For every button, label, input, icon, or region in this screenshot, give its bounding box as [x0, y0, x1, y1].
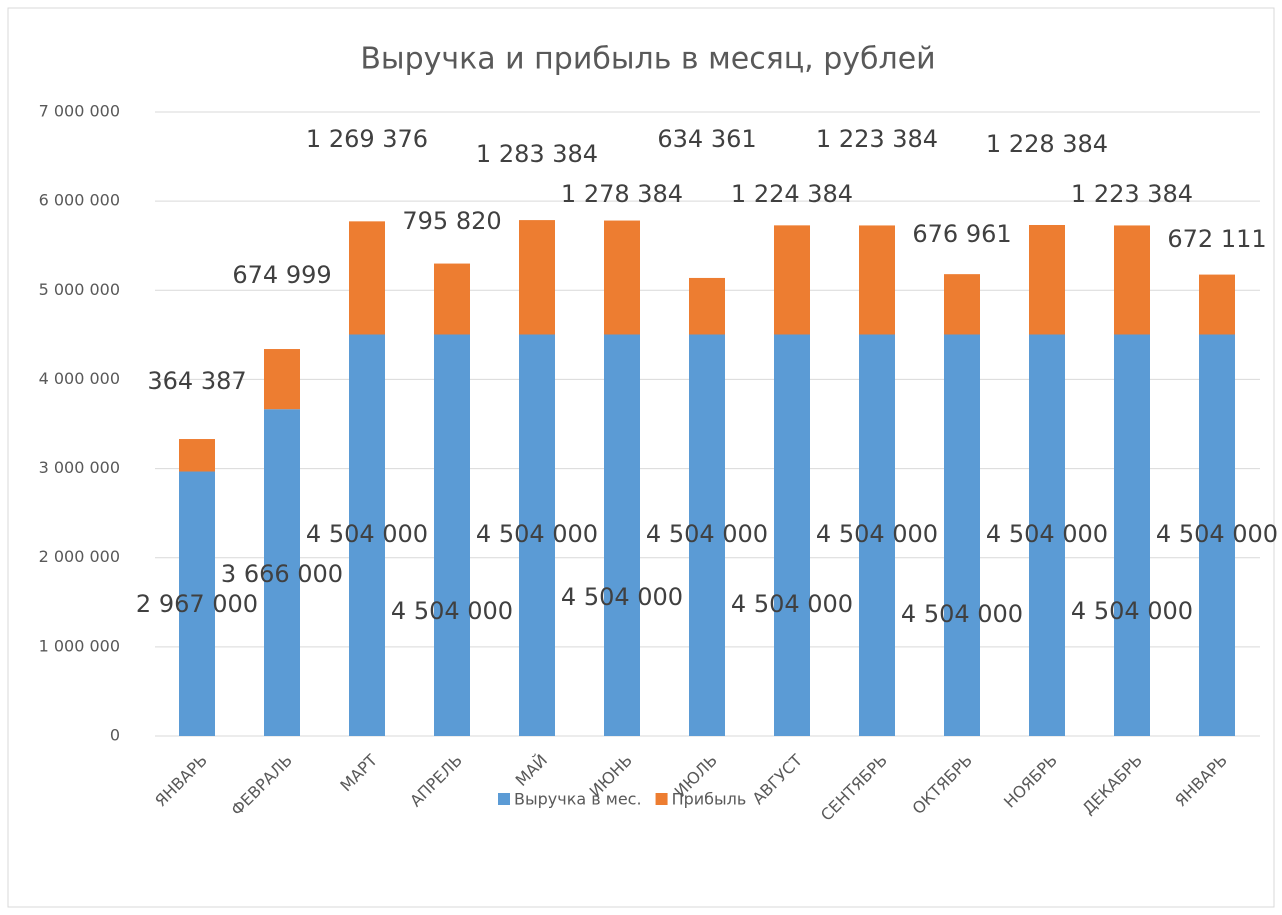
- bar-segment: [179, 439, 215, 472]
- value-label: 634 361: [657, 125, 756, 153]
- y-tick-label: 4 000 000: [39, 369, 120, 388]
- value-label: 674 999: [232, 261, 331, 289]
- y-tick-label: 6 000 000: [39, 191, 120, 210]
- bar-segment: [944, 334, 980, 736]
- value-label: 1 223 384: [1071, 180, 1193, 208]
- value-label: 3 666 000: [221, 560, 343, 588]
- value-label: 4 504 000: [391, 597, 513, 625]
- legend-swatch: [655, 793, 668, 805]
- bar-segment: [179, 471, 215, 736]
- value-label: 364 387: [147, 367, 246, 395]
- bar-segment: [349, 221, 385, 335]
- value-label: 4 504 000: [561, 583, 683, 611]
- bar-segment: [604, 334, 640, 736]
- bar-segment: [859, 334, 895, 736]
- value-label: 4 504 000: [986, 520, 1108, 548]
- value-label: 4 504 000: [816, 520, 938, 548]
- bar-segment: [1114, 225, 1150, 335]
- bar-segment: [1114, 334, 1150, 736]
- legend-label: Прибыль: [672, 790, 747, 809]
- bar-segment: [774, 225, 810, 335]
- bar-segment: [774, 334, 810, 736]
- bar-segment: [1029, 224, 1065, 335]
- bar-segment: [1199, 274, 1235, 335]
- value-label: 1 224 384: [731, 180, 853, 208]
- value-label: 4 504 000: [476, 520, 598, 548]
- chart-title: Выручка и прибыль в месяц, рублей: [360, 42, 935, 77]
- value-label: 2 967 000: [136, 590, 258, 618]
- value-label: 795 820: [402, 207, 501, 235]
- value-label: 4 504 000: [306, 520, 428, 548]
- bar-segment: [689, 277, 725, 335]
- bar-segment: [519, 334, 555, 736]
- bar-segment: [434, 334, 470, 736]
- value-label: 4 504 000: [646, 520, 768, 548]
- bar-segment: [944, 274, 980, 335]
- value-label: 4 504 000: [1071, 597, 1193, 625]
- bar-segment: [604, 220, 640, 335]
- bar-segment: [1029, 334, 1065, 736]
- value-label: 1 269 376: [306, 125, 428, 153]
- y-tick-label: 5 000 000: [39, 280, 120, 299]
- y-tick-label: 3 000 000: [39, 458, 120, 477]
- legend-swatch: [498, 793, 510, 805]
- y-tick-label: 2 000 000: [39, 547, 120, 566]
- value-label: 676 961: [912, 220, 1011, 248]
- value-label: 1 283 384: [476, 140, 598, 168]
- y-tick-label: 0: [110, 726, 120, 745]
- bar-segment: [859, 225, 895, 335]
- value-label: 1 223 384: [816, 125, 938, 153]
- value-label: 672 111: [1167, 225, 1266, 253]
- value-label: 4 504 000: [1156, 520, 1278, 548]
- bar-segment: [1199, 334, 1235, 736]
- y-tick-label: 1 000 000: [39, 636, 120, 655]
- bar-segment: [264, 349, 300, 410]
- bar-segment: [264, 409, 300, 736]
- bar-segment: [349, 334, 385, 736]
- value-label: 1 278 384: [561, 180, 683, 208]
- y-tick-label: 7 000 000: [39, 102, 120, 121]
- value-label: 4 504 000: [731, 590, 853, 618]
- bar-segment: [689, 334, 725, 736]
- legend-label: Выручка в мес.: [514, 790, 642, 809]
- bar-segment: [434, 263, 470, 335]
- value-label: 1 228 384: [986, 130, 1108, 158]
- value-label: 4 504 000: [901, 600, 1023, 628]
- bar-segment: [519, 220, 555, 335]
